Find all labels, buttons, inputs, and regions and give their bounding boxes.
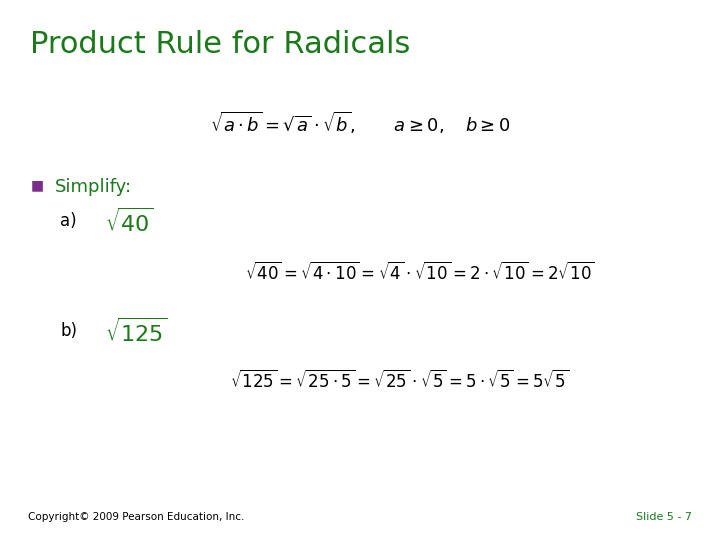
Text: $\blacksquare$: $\blacksquare$ <box>30 180 44 194</box>
Text: Simplify:: Simplify: <box>55 178 132 196</box>
Text: Copyright© 2009 Pearson Education, Inc.: Copyright© 2009 Pearson Education, Inc. <box>28 512 244 522</box>
Text: $\sqrt{40} = \sqrt{4 \cdot 10} = \sqrt{4} \cdot \sqrt{10} = 2 \cdot \sqrt{10} = : $\sqrt{40} = \sqrt{4 \cdot 10} = \sqrt{4… <box>245 262 595 284</box>
Text: $\sqrt{a \cdot b} = \sqrt{a} \cdot \sqrt{b}, \qquad a \geq 0, \quad b \geq 0$: $\sqrt{a \cdot b} = \sqrt{a} \cdot \sqrt… <box>210 110 510 136</box>
Text: Product Rule for Radicals: Product Rule for Radicals <box>30 30 410 59</box>
Text: Slide 5 - 7: Slide 5 - 7 <box>636 512 692 522</box>
Text: $\sqrt{40}$: $\sqrt{40}$ <box>105 208 153 237</box>
Text: $\sqrt{125} = \sqrt{25 \cdot 5} = \sqrt{25} \cdot \sqrt{5} = 5 \cdot \sqrt{5} = : $\sqrt{125} = \sqrt{25 \cdot 5} = \sqrt{… <box>230 370 570 392</box>
Text: a): a) <box>60 212 76 230</box>
Text: b): b) <box>60 322 77 340</box>
Text: $\sqrt{125}$: $\sqrt{125}$ <box>105 317 168 346</box>
